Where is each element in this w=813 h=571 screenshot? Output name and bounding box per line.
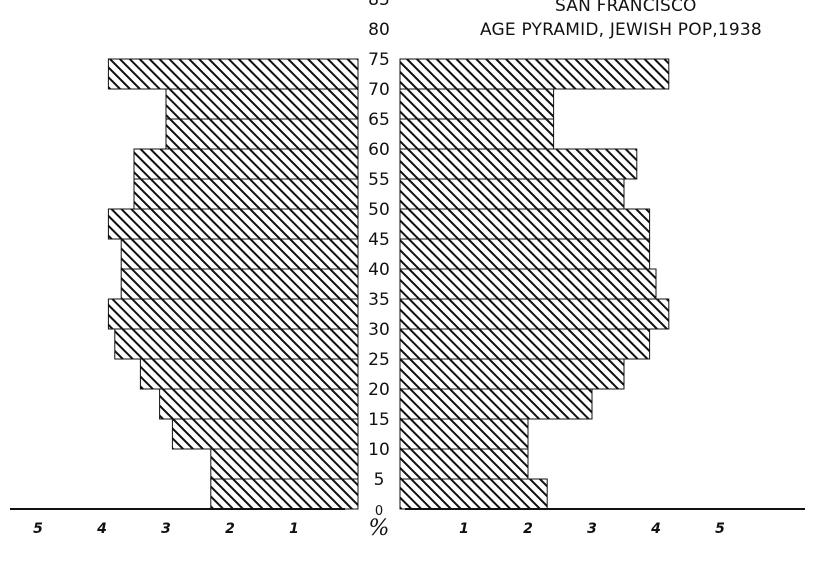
bar-right-0 (399, 478, 548, 510)
bar-right-4 (399, 358, 625, 390)
age-tick-label: 85 (368, 0, 390, 10)
x-tick-label-right: 1 (459, 521, 469, 537)
x-tick-label-right: 5 (715, 521, 725, 537)
chart-title-line-1: SAN FRANCISCO (555, 0, 697, 16)
age-tick-label: 50 (368, 200, 390, 220)
x-tick-label-left: 5 (33, 521, 43, 537)
bar-right-3 (399, 388, 593, 420)
bar-right-5 (399, 328, 651, 360)
bar-right-9 (399, 208, 651, 240)
age-tick-label: 20 (368, 380, 390, 400)
bar-left-8 (120, 238, 359, 270)
age-tick-label: 80 (368, 20, 390, 40)
age-tick-label: 30 (368, 320, 390, 340)
age-tick-label: 75 (368, 50, 390, 70)
bar-left-3 (159, 388, 359, 420)
age-tick-label: 10 (368, 440, 390, 460)
bar-left-12 (165, 118, 359, 150)
bar-right-13 (399, 88, 555, 120)
x-tick-label-left: 1 (289, 521, 299, 537)
x-tick-label-right: 4 (650, 521, 661, 537)
age-tick-label: 40 (368, 260, 390, 280)
x-tick-label-left: 4 (96, 521, 107, 537)
age-tick-label: 15 (368, 410, 390, 430)
age-tick-label: 5 (374, 470, 385, 490)
bar-right-12 (399, 118, 555, 150)
age-tick-label: 65 (368, 110, 390, 130)
age-tick-label: 55 (368, 170, 390, 190)
chart-title-line-2: AGE PYRAMID, JEWISH POP,1938 (480, 20, 762, 40)
bar-right-2 (399, 418, 529, 450)
bar-left-7 (120, 268, 359, 300)
x-tick-label-left: 3 (161, 521, 171, 537)
bar-left-10 (133, 178, 359, 210)
bar-right-6 (399, 298, 670, 330)
bar-right-11 (399, 148, 638, 180)
bar-left-5 (114, 328, 359, 360)
x-tick-label-left: 2 (225, 521, 235, 537)
bar-left-13 (165, 88, 359, 120)
bar-right-7 (399, 268, 657, 300)
bar-right-10 (399, 178, 625, 210)
bar-left-14 (107, 58, 359, 90)
x-axis-unit-label: % (369, 516, 390, 541)
age-tick-label: 60 (368, 140, 390, 160)
age-tick-label: 35 (368, 290, 390, 310)
bar-left-2 (171, 418, 359, 450)
age-tick-label: 70 (368, 80, 390, 100)
bar-left-9 (107, 208, 359, 240)
bar-right-1 (399, 448, 529, 480)
bar-left-11 (133, 148, 359, 180)
bar-right-8 (399, 238, 651, 270)
age-tick-label: 45 (368, 230, 390, 250)
bar-left-4 (139, 358, 359, 390)
x-tick-label-right: 3 (587, 521, 597, 537)
age-tick-label: 0 (375, 504, 383, 519)
age-tick-label: 25 (368, 350, 390, 370)
bar-left-1 (210, 448, 359, 480)
bar-right-14 (399, 58, 670, 90)
bar-left-0 (210, 478, 359, 510)
bar-left-6 (107, 298, 359, 330)
x-tick-label-right: 2 (523, 521, 533, 537)
